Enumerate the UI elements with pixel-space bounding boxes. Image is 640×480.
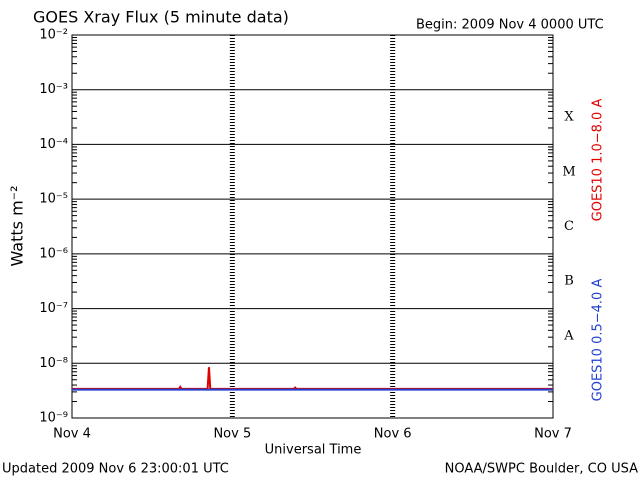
plot-frame [71,34,554,419]
y-tick-label: 10⁻⁸ [39,356,68,371]
x-tick-label: Nov 4 [53,427,91,442]
x-tick-label: Nov 5 [213,427,251,442]
y-tick-label: 10⁻⁹ [39,411,68,426]
y-axis-label: Watts m⁻² [8,185,27,266]
footer-right: NOAA/SWPC Boulder, CO USA [445,462,638,477]
y-tick-label: 10⁻³ [39,82,68,97]
y-tick-label: 10⁻⁷ [39,301,68,316]
y-tick-label: 10⁻² [39,28,68,43]
x-tick-label: Nov 7 [534,427,572,442]
footer-left: Updated 2009 Nov 6 23:00:01 UTC [2,462,229,477]
chart-title: GOES Xray Flux (5 minute data) [33,8,289,27]
flare-class: M [562,164,575,179]
x-axis-label: Universal Time [265,443,362,458]
series-line [72,367,553,390]
y-tick-label: 10⁻⁴ [39,137,68,152]
x-tick-label: Nov 6 [374,427,412,442]
y-tick-label: 10⁻⁵ [39,192,68,207]
legend-entry: GOES10 0.5−4.0 A [591,279,606,402]
y-tick-label: 10⁻⁶ [39,246,68,261]
legend-entry: GOES10 1.0−8.0 A [591,99,606,222]
chart-subtitle: Begin: 2009 Nov 4 0000 UTC [416,18,604,33]
flare-class: B [564,274,574,289]
flare-class: A [563,328,574,343]
flare-class: X [564,110,574,125]
flare-class: C [564,219,574,234]
